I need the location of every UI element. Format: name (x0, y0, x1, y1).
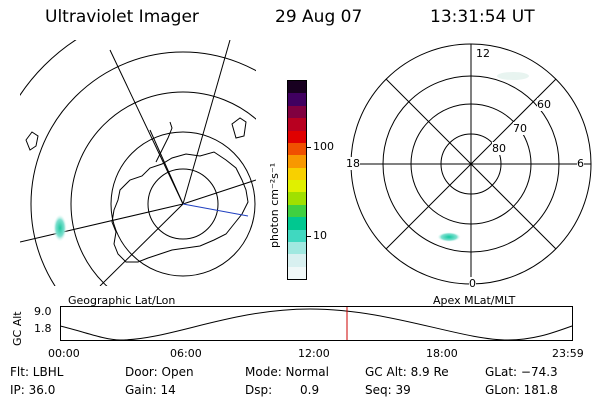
gain-info: Gain: 14 (125, 383, 176, 397)
x-tick-1800: 18:00 (426, 347, 458, 360)
longitude-line (182, 40, 231, 205)
altitude-y-min: 1.8 (34, 322, 52, 335)
colorbar-segment (288, 241, 306, 255)
mlat-label-60: 60 (537, 98, 551, 111)
aurora-faint (497, 72, 529, 80)
altitude-plot (60, 306, 573, 341)
longitude-line (109, 49, 184, 205)
colorbar-segment (288, 266, 306, 279)
geo-map-label: Geographic Lat/Lon (68, 294, 176, 307)
date-label: 29 Aug 07 (275, 7, 363, 27)
x-tick-1200: 12:00 (298, 347, 330, 360)
colorbar-segment (288, 229, 306, 242)
apex-polar-plot (350, 43, 592, 285)
filter-info: Flt: LBHL (10, 365, 64, 379)
gc-alt-info: GC Alt: 8.9 Re (365, 365, 449, 379)
instrument-title: Ultraviolet Imager (45, 7, 199, 27)
mlat-label-80: 80 (492, 142, 506, 155)
latitude-circle (147, 168, 219, 240)
aurora-spot (437, 232, 461, 242)
longitude-line (149, 129, 184, 205)
colorbar-segment (288, 105, 306, 119)
colorbar-segment (288, 254, 306, 267)
colorbar-segment (288, 142, 306, 156)
altitude-curve (60, 308, 573, 341)
altitude-plot-frame (60, 306, 573, 341)
color-scale-bar (287, 80, 307, 280)
latitude-circle (110, 131, 256, 277)
mlat-label-70: 70 (513, 122, 527, 135)
longitude-line (20, 203, 184, 243)
colorbar-segment (288, 118, 306, 131)
altitude-axis-label: GC Alt (11, 311, 24, 346)
dsp-info-value: 0.9 (300, 383, 320, 397)
colorbar-segment (288, 130, 306, 143)
coastline (111, 151, 249, 263)
apex-map-label: Apex MLat/MLT (433, 294, 516, 307)
island-coastline (25, 131, 39, 151)
colorbar-segment (288, 217, 306, 230)
x-tick-0000: 00:00 (48, 347, 80, 360)
colorbar-tick (306, 147, 311, 148)
colorbar-unit-label: photon cm⁻²s⁻¹ (268, 162, 281, 248)
door-info: Door: Open (125, 365, 194, 379)
glat-info: GLat: −74.3 (485, 365, 558, 379)
mode-info: Mode: Normal (245, 365, 329, 379)
geographic-map (20, 40, 256, 286)
mlt-label-18: 18 (346, 157, 360, 170)
seq-info: Seq: 39 (365, 383, 411, 397)
colorbar-segment (288, 204, 306, 218)
latitude-circle (30, 51, 256, 286)
island-coastline (231, 117, 247, 139)
colorbar-segment (288, 167, 306, 180)
mlt-label-6: 6 (577, 157, 584, 170)
aurora-spot (53, 214, 67, 242)
colorbar-segment (288, 192, 306, 205)
dsp-info-label: Dsp: (245, 383, 273, 397)
colorbar-segment (288, 81, 306, 94)
mlt-label-0: 0 (469, 277, 476, 290)
peninsula-coastline (155, 121, 173, 163)
colorbar-segment (288, 180, 306, 193)
mlt-label-12: 12 (476, 47, 490, 60)
colorbar-tick-100: 100 (313, 140, 334, 153)
sun-direction-line (182, 203, 249, 217)
longitude-line (99, 203, 184, 286)
colorbar-tick (306, 236, 311, 237)
x-tick-0600: 06:00 (170, 347, 202, 360)
colorbar-tick-10: 10 (313, 229, 327, 242)
altitude-y-max: 9.0 (34, 305, 52, 318)
glon-info: GLon: 181.8 (485, 383, 558, 397)
latitude-circle (70, 91, 256, 286)
ip-info: IP: 36.0 (10, 383, 56, 397)
longitude-line (182, 179, 256, 205)
mlt-line (385, 78, 557, 250)
colorbar-segment (288, 155, 306, 168)
x-tick-2359: 23:59 (552, 347, 584, 360)
time-label: 13:31:54 UT (430, 7, 535, 27)
colorbar-segment (288, 93, 306, 106)
